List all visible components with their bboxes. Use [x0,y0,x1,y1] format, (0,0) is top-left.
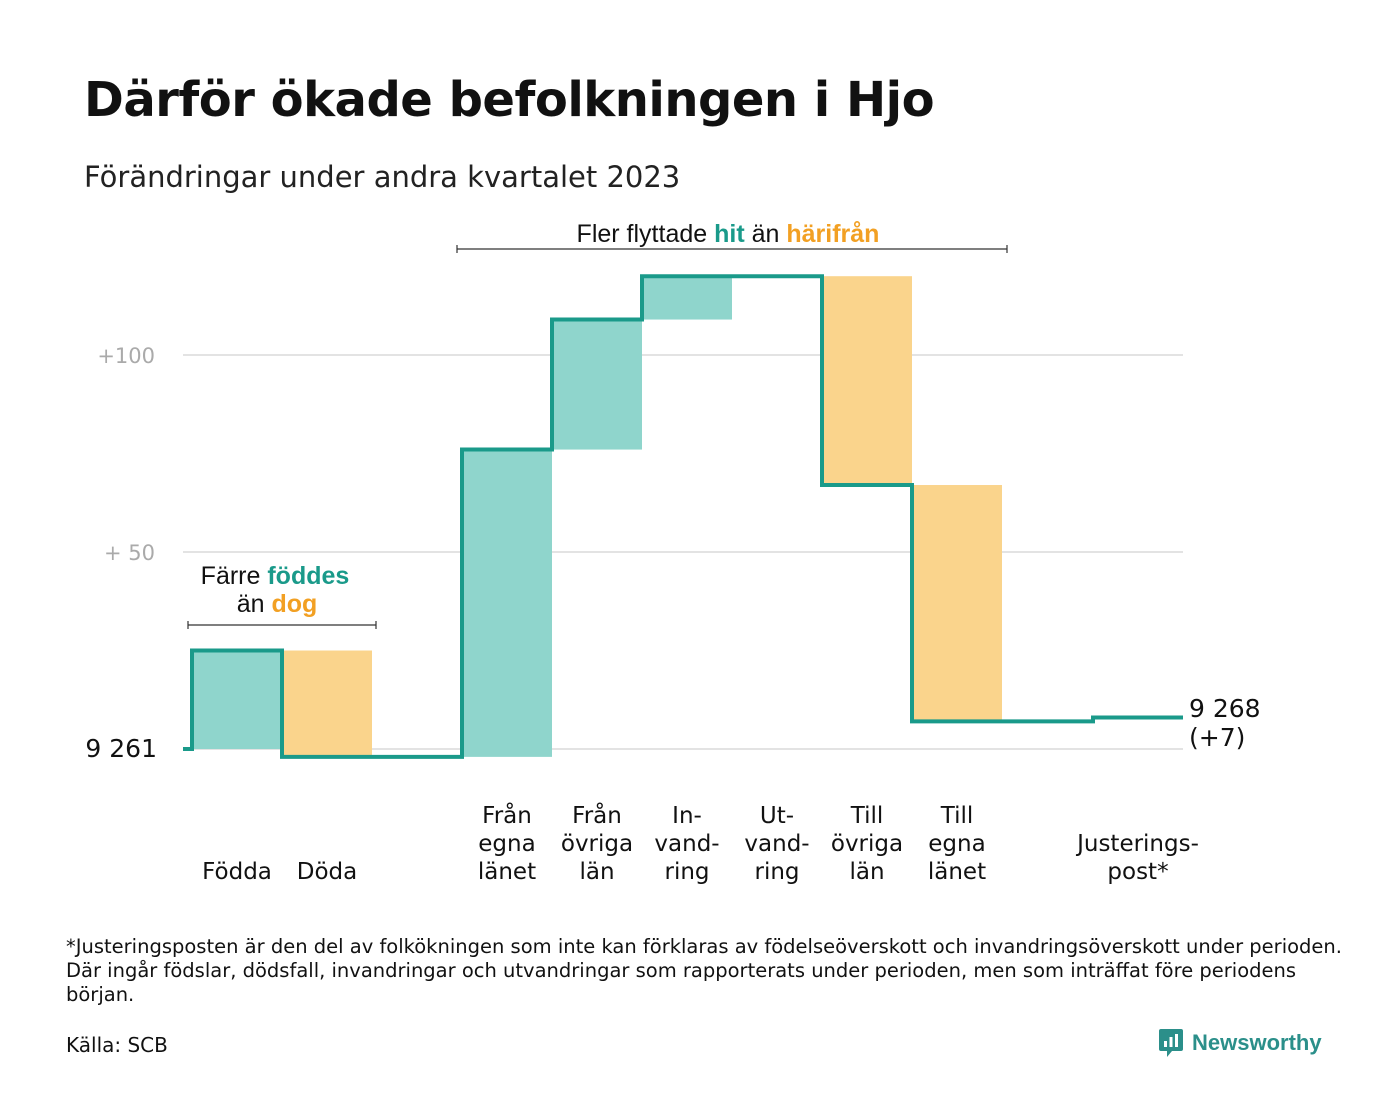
category-label: ring [754,859,799,885]
end-value-label: 9 268 [1189,694,1261,723]
migration-annotation: Fler flyttade hit än härifrån [577,220,880,248]
category-label: Från [572,801,622,829]
y-tick-label: + 50 [104,541,155,565]
category-label: post* [1107,859,1168,885]
category-label: vand- [744,831,809,857]
cumulative-step-line [183,274,1183,759]
births-annotation-line1: Färre föddes [201,562,350,590]
category-label: Döda [297,859,357,885]
newsworthy-logo-icon [1159,1029,1183,1057]
footnote: *Justeringsposten är den del av folkökni… [66,935,1342,1006]
births-annotation-line2: än dog [237,590,318,618]
category-label: Födda [202,859,272,885]
category-label: Till [940,803,974,829]
category-label: Från [482,801,532,829]
chart-title: Därför ökade befolkningen i Hjo [84,72,935,128]
category-label: övriga [831,831,903,857]
brand-logo: Newsworthy [1158,1027,1322,1059]
category-label: egna [478,831,535,857]
end-value-label: (+7) [1189,723,1245,752]
category-label: Till [850,803,884,829]
category-label: län [849,859,884,885]
waterfall-bar [642,276,732,320]
category-label: Ut- [760,803,794,829]
category-label: ring [664,859,709,885]
chart-subtitle: Förändringar under andra kvartalet 2023 [84,160,681,194]
category-label: vand- [654,831,719,857]
category-label: länet [478,859,536,885]
waterfall-bar [282,650,372,757]
category-label: egna [928,831,985,857]
brand-name: Newsworthy [1192,1030,1322,1055]
y-tick-label: +100 [97,344,155,368]
category-label: länet [928,859,986,885]
waterfall-bar [192,650,282,749]
category-label: Justerings- [1075,831,1199,857]
source-note: Källa: SCB [66,1033,168,1057]
category-label: län [579,859,614,885]
category-label: In- [672,803,702,829]
waterfall-bar [822,276,912,486]
start-value-label: 9 261 [85,734,157,763]
waterfall-bar [462,449,552,757]
waterfall-bar [912,485,1002,722]
waterfall-bar [552,319,642,450]
category-label: övriga [561,831,633,857]
